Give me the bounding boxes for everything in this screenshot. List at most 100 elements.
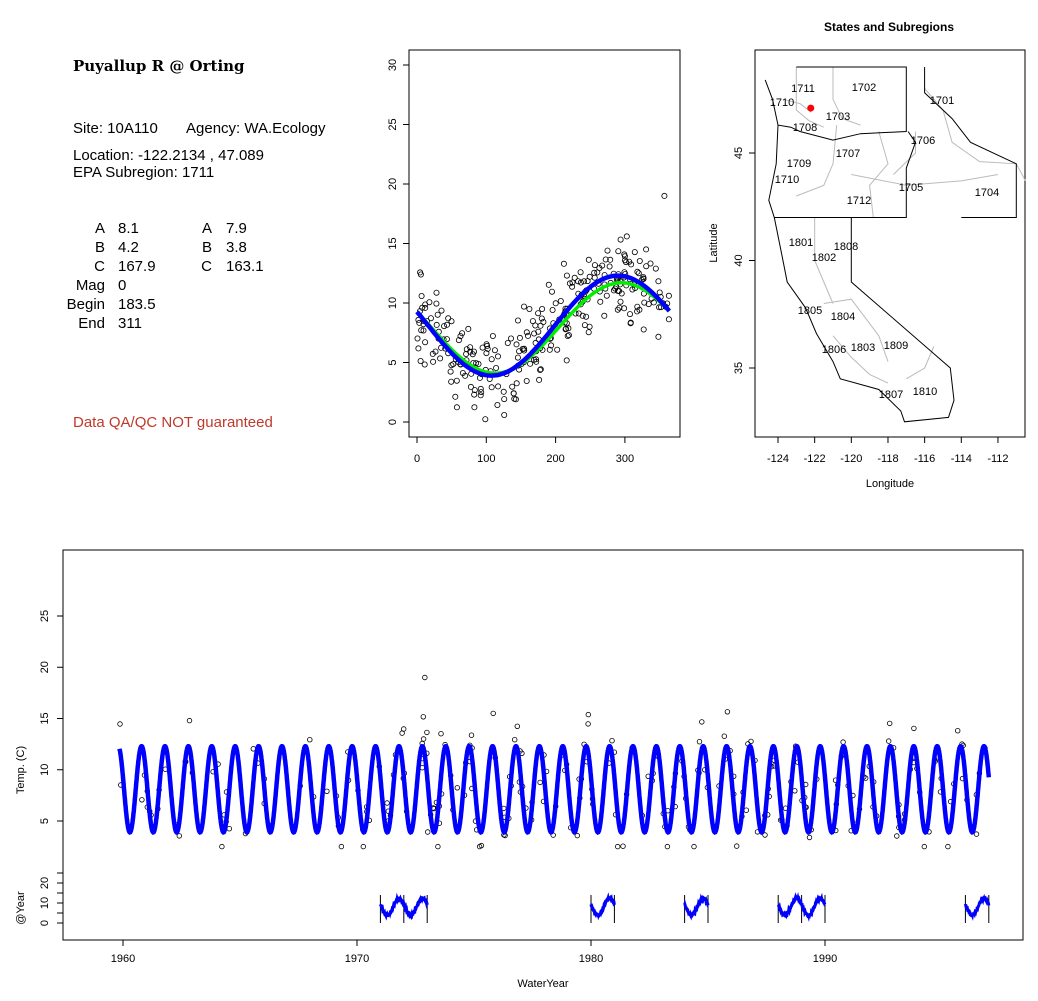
data-point — [650, 299, 657, 306]
data-point — [887, 720, 893, 727]
data-point — [656, 289, 663, 296]
data-point — [459, 369, 466, 376]
data-point — [579, 312, 586, 319]
data-point — [536, 376, 543, 383]
y2-tick-label: 10 — [39, 897, 51, 909]
subregion-boundary — [832, 335, 889, 384]
data-point — [422, 301, 429, 308]
location: Location: -122.2134 , 47.089 — [73, 147, 264, 164]
data-point — [724, 709, 731, 715]
data-point — [562, 326, 569, 333]
subregion-label: 1802 — [812, 252, 836, 264]
data-point — [471, 391, 478, 398]
subregion-label: 1807 — [879, 389, 903, 401]
x-tick-label: -118 — [877, 453, 898, 465]
data-point — [615, 843, 621, 850]
param-label: C — [201, 258, 212, 275]
subregion-label: 1808 — [834, 241, 858, 253]
subregion-label: 1704 — [975, 187, 999, 199]
map-y-label: Latitude — [708, 223, 720, 262]
data-point — [533, 358, 540, 365]
param-label: Begin — [67, 296, 105, 313]
data-point — [622, 257, 629, 264]
data-point — [699, 719, 705, 725]
data-point — [139, 797, 145, 803]
data-point — [597, 298, 604, 305]
y-tick-label: 25 — [387, 118, 399, 130]
data-point — [586, 323, 593, 330]
data-point — [420, 736, 427, 742]
data-point — [655, 278, 662, 285]
data-point — [526, 305, 533, 312]
data-point — [515, 317, 522, 324]
subregion-label: 1805 — [798, 305, 822, 317]
seasonal-scatter-plot: 0 100 200 300 0 5 10 15 20 25 30 — [387, 49, 681, 465]
data-point — [955, 728, 961, 734]
subregion-boundary — [823, 298, 889, 362]
data-point — [401, 726, 407, 732]
data-point — [479, 344, 486, 351]
data-point — [537, 366, 544, 373]
data-point — [617, 236, 624, 243]
data-point — [606, 263, 613, 270]
y2-tick-label: 20 — [39, 877, 51, 889]
x-tick-label: 1980 — [579, 953, 603, 965]
data-point — [636, 257, 643, 264]
data-point — [734, 843, 740, 849]
data-point — [623, 233, 630, 240]
data-point — [454, 785, 460, 791]
data-point — [219, 843, 225, 850]
data-point — [640, 275, 647, 282]
param-label: End — [78, 315, 105, 332]
y-tick-label: 30 — [387, 59, 399, 71]
subregion-label: 1702 — [852, 82, 876, 94]
subregion-label: 1705 — [899, 182, 923, 194]
data-point — [549, 288, 556, 295]
data-point — [425, 829, 431, 835]
x-tick-label: 1960 — [111, 953, 135, 965]
y-tick-label: 10 — [39, 764, 51, 776]
y-tick-label: 10 — [387, 297, 399, 309]
data-point — [564, 332, 571, 339]
data-point — [421, 361, 428, 368]
data-point — [614, 306, 621, 313]
data-point — [521, 345, 528, 352]
data-point — [494, 353, 501, 360]
param-label: A — [95, 220, 105, 237]
data-point — [471, 404, 478, 411]
data-point — [488, 384, 495, 391]
data-point — [521, 303, 528, 310]
data-point — [523, 377, 530, 384]
y-tick-label: 15 — [387, 237, 399, 249]
param-value: 163.1 — [226, 258, 264, 275]
yearly-fit-curve — [683, 893, 710, 921]
data-point — [529, 318, 536, 325]
data-point — [840, 739, 846, 745]
washington-border — [764, 66, 907, 141]
data-point — [607, 256, 614, 263]
subregion-label: 1712 — [847, 195, 871, 207]
ts-frame — [62, 549, 1024, 941]
data-point — [434, 311, 441, 318]
data-point — [521, 347, 528, 354]
data-point — [465, 325, 472, 332]
data-point — [585, 329, 592, 336]
data-point — [471, 387, 478, 394]
data-point — [594, 269, 601, 276]
data-point — [886, 738, 892, 744]
subregion-label: 1710 — [770, 97, 794, 109]
data-point — [514, 723, 520, 729]
fit_blue-line — [415, 273, 672, 378]
data-point — [665, 292, 672, 299]
data-point — [430, 358, 437, 365]
data-point — [604, 247, 611, 254]
subregion-label: 1706 — [911, 135, 935, 147]
data-point — [186, 717, 193, 724]
data-point — [565, 332, 572, 339]
data-point — [602, 256, 609, 263]
param-value: 167.9 — [118, 258, 156, 275]
data-point — [696, 739, 703, 745]
data-point — [911, 725, 917, 732]
